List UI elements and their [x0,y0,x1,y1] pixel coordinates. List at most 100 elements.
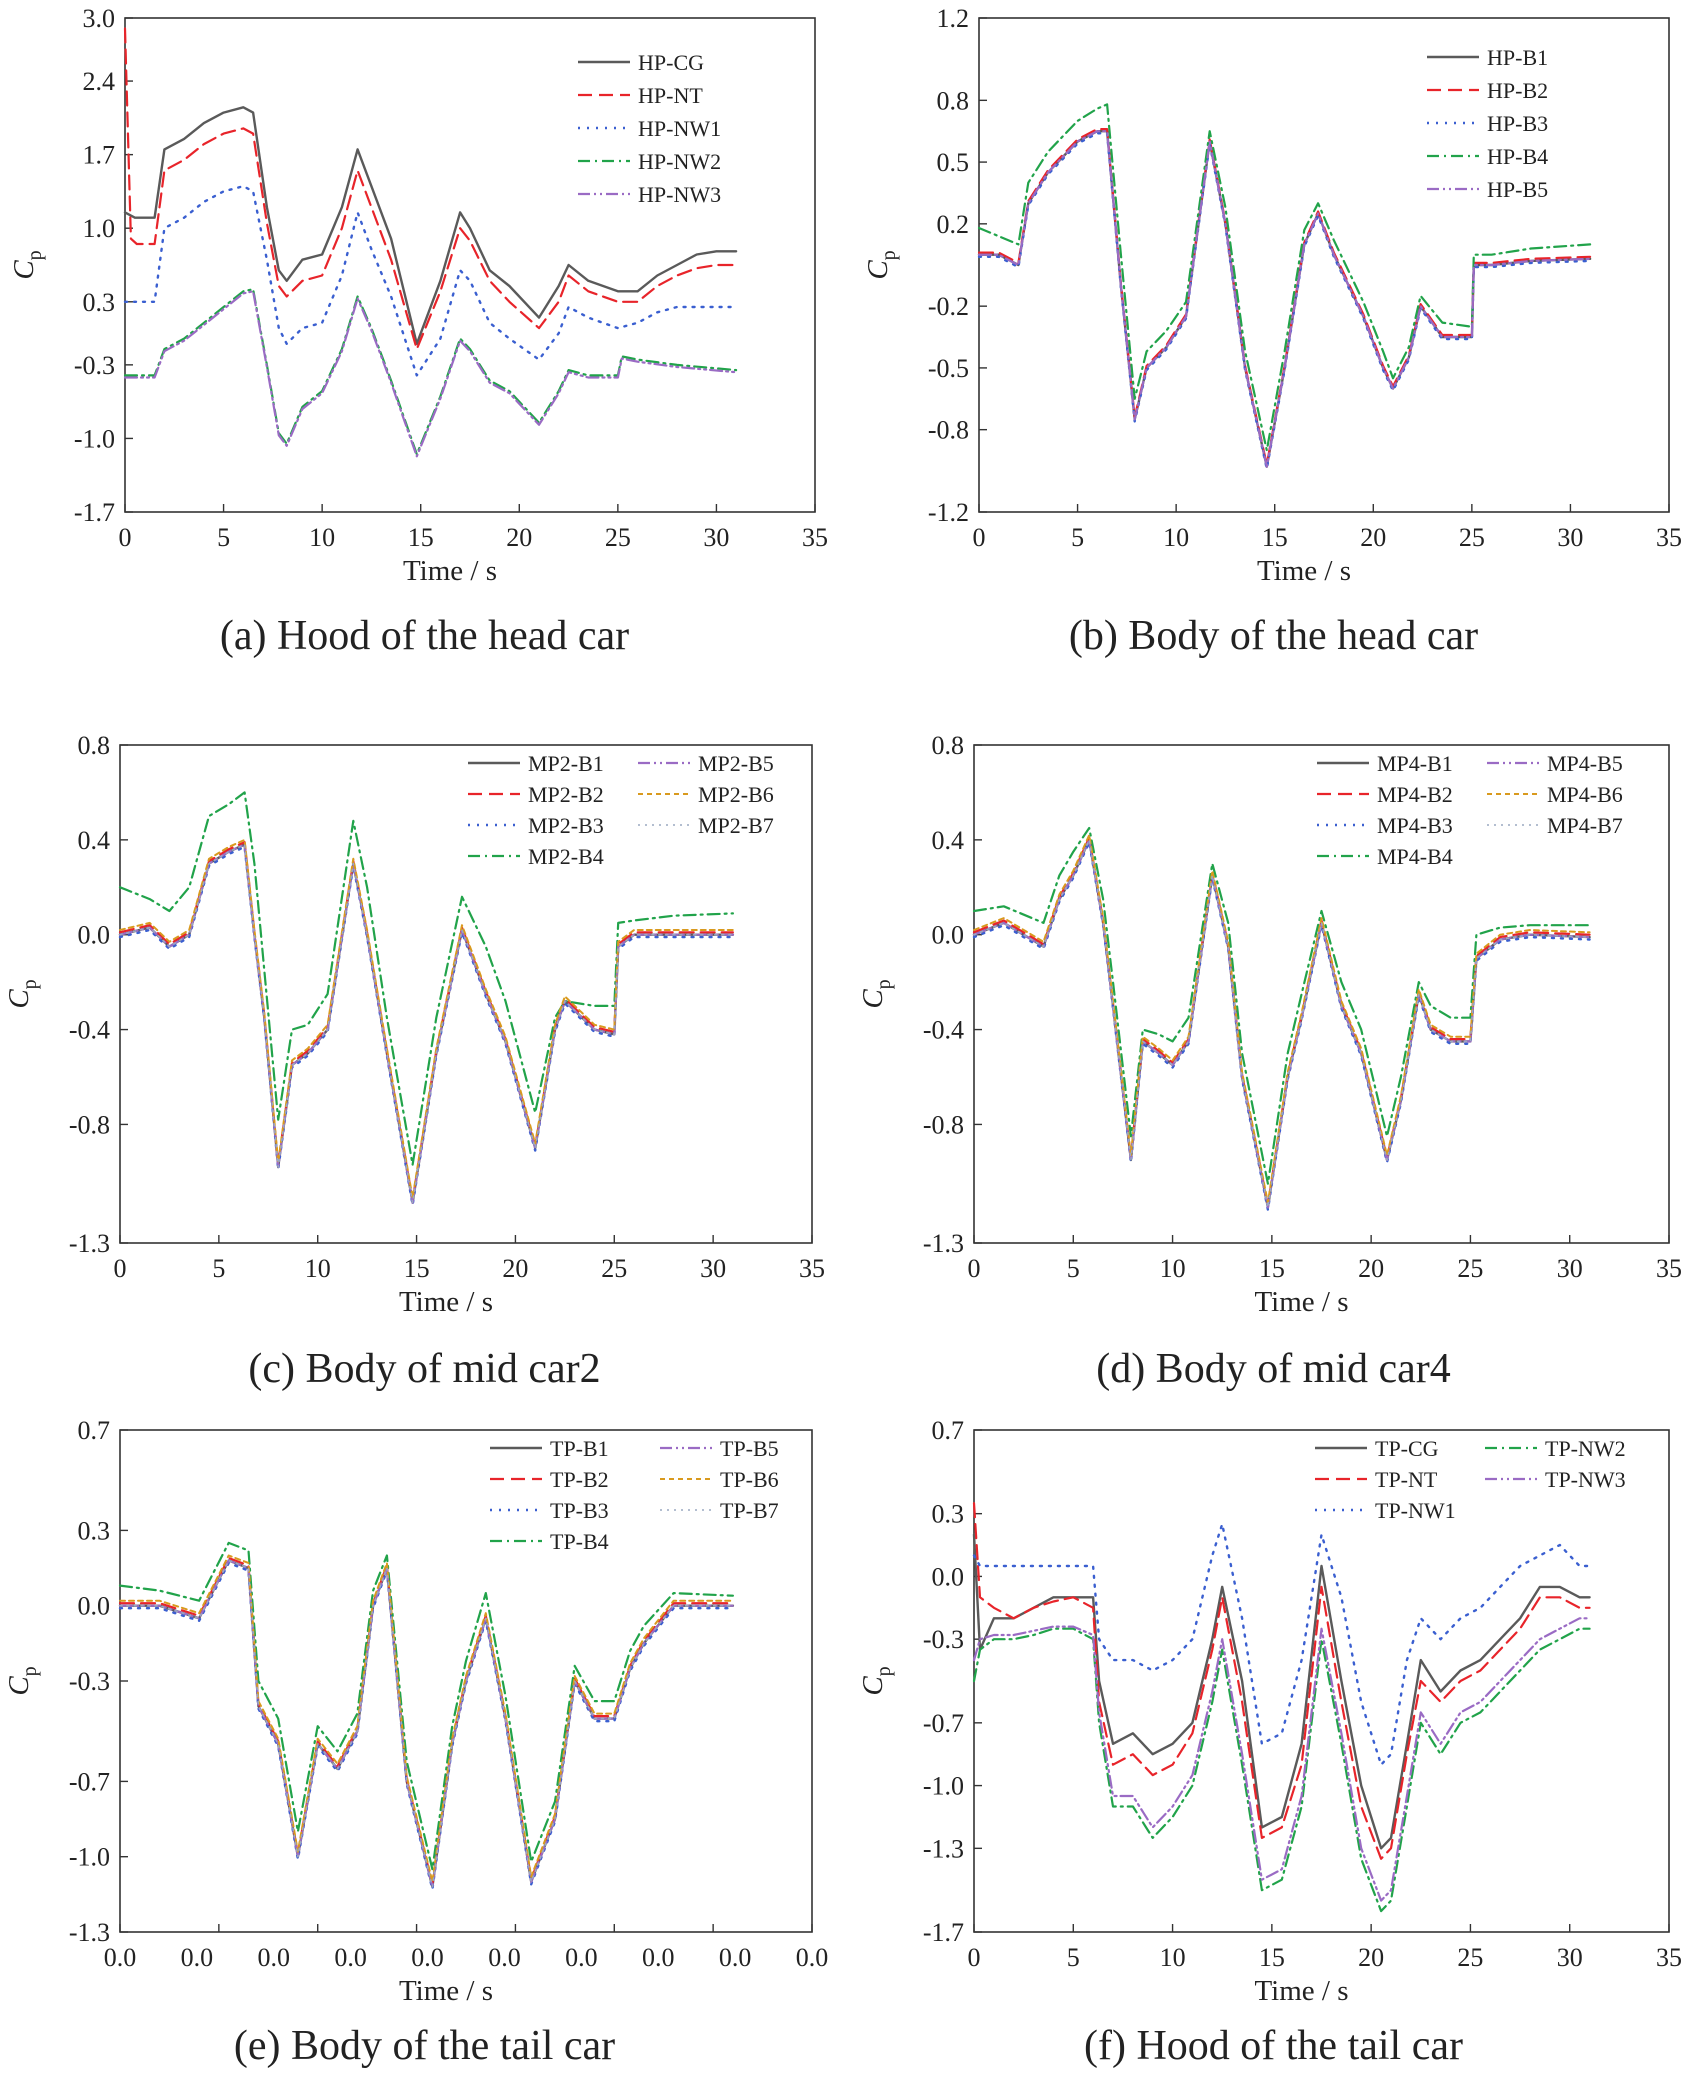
x-axis-title: Time / s [1254,1286,1348,1318]
x-tick-label: 0.0 [411,1943,444,1972]
series-line-hp-b5 [977,130,1592,468]
y-tick-label: 0.3 [78,1516,111,1545]
x-tick-label: 30 [1557,523,1583,552]
panel-body-head-car: 0 5 10 15 20 25 30 35 -1.2 -0.8 -0.5 -0.2 0.2 0.5 0.8 1… [849,0,1698,680]
y-axis-title: Cp [3,979,41,1008]
legend-label: HP-NW3 [638,182,721,207]
y-tick-label: -1.3 [923,1229,964,1258]
legend-label: MP4-B6 [1547,782,1623,807]
y-axis-subscript: p [878,250,900,260]
y-tick-label: 1.7 [83,141,116,170]
x-axis-title: Time / s [1257,555,1351,587]
series-line-mp2-b5 [118,843,735,1204]
y-axis-title: Cp [8,250,46,279]
legend-label: TP-CG [1375,1436,1439,1461]
x-tick-label: 5 [212,1254,225,1283]
panel-body-mid-car2: 0 5 10 15 20 25 30 35 -1.3 -0.8 -0.4 0.0 0.4 0.8 Time … [0,725,849,1405]
y-tick-label: -0.4 [923,1016,964,1045]
legend-label: TP-NW2 [1545,1436,1626,1461]
series-line-mp2-b3 [118,845,735,1207]
legend-label: HP-NT [638,83,703,108]
series-line-tp-cg [972,1533,1591,1850]
x-tick-label: 10 [1163,523,1189,552]
y-axis-subscript: p [873,979,895,989]
y-tick-label: -1.3 [69,1229,110,1258]
y-tick-label: 0.3 [932,1500,965,1529]
y-axis-subscript: p [24,250,46,260]
y-tick-label: 1.0 [83,214,116,243]
x-axis-title: Time / s [403,555,497,587]
legend-label: MP2-B5 [698,751,774,776]
series-line-hp-nw1 [123,184,738,377]
series-line-tp-nw2 [972,1627,1591,1913]
legend-label: TP-B3 [550,1498,609,1523]
y-axis-title: Cp [3,1666,41,1695]
series-line-mp2-b7 [119,843,734,1204]
legend-label: MP4-B3 [1377,813,1453,838]
x-tick-label: 5 [1067,1943,1080,1972]
y-tick-label: -0.3 [69,1667,110,1696]
legend-label: HP-NW2 [638,149,721,174]
x-tick-label: 15 [1262,523,1288,552]
x-axis-title: Time / s [1254,1975,1348,2007]
y-tick-label: -0.7 [923,1709,964,1738]
legend-label: TP-B4 [550,1529,609,1554]
x-tick-label: 0.0 [796,1943,829,1972]
legend-label: TP-B1 [550,1436,609,1461]
y-tick-label: -0.8 [928,416,969,445]
y-axis-subscript: p [873,1666,895,1676]
y-tick-label: 0.0 [932,1562,965,1591]
series-line-tp-nw1 [972,1522,1591,1766]
legend-label: TP-B2 [550,1467,609,1492]
x-tick-label: 20 [506,523,532,552]
chart-body-mid-car2: 0 5 10 15 20 25 30 35 -1.3 -0.8 -0.4 0.0 0.4 0.8 Time … [3,731,825,1318]
series-line-mp2-b6 [119,838,734,1199]
x-tick-label: 35 [802,523,828,552]
legend-label: MP2-B7 [698,813,774,838]
x-tick-label: 10 [1160,1254,1186,1283]
x-tick-label: 30 [1557,1254,1583,1283]
x-tick-label: 20 [1358,1254,1384,1283]
y-tick-label: -0.4 [69,1016,110,1045]
y-tick-label: 0.7 [932,1416,965,1445]
x-tick-label: 25 [1457,1943,1483,1972]
y-tick-label: 0.8 [78,731,111,760]
panel-body-tail-car: 0.0 0.0 0.0 0.0 0.0 0.0 0.0 0.0 0.0 0.0 -1.3 -1.0 -0… [0,1410,849,2089]
legend-label: MP2-B6 [698,782,774,807]
series-line-tp-b6 [119,1554,734,1883]
series-line-mp2-b2 [118,841,735,1202]
y-tick-label: -1.0 [74,424,115,453]
y-tick-label: -0.3 [923,1625,964,1654]
series-line-mp4-b6 [973,834,1591,1204]
y-tick-label: 0.8 [932,731,965,760]
plot-frame [973,744,1670,1244]
legend-label: MP4-B5 [1547,751,1623,776]
y-tick-label: -1.7 [74,498,115,527]
x-tick-label: 0.0 [719,1943,752,1972]
chart-hood-head-car: 0 5 10 15 20 25 30 35 -1.7 -1.0 -0.3 0.3 1.0 1.7 2.4 3.… [8,4,828,587]
x-tick-label: 0.0 [488,1943,521,1972]
legend-label: MP2-B2 [528,782,604,807]
legend-label: HP-B2 [1487,78,1548,103]
x-tick-label: 0.0 [334,1943,367,1972]
y-tick-label: -1.7 [923,1918,964,1947]
series-line-hp-b2 [977,128,1592,466]
x-tick-label: 15 [1259,1254,1285,1283]
legend-label: TP-B7 [720,1498,779,1523]
y-tick-label: -1.3 [69,1918,110,1947]
y-tick-label: 0.7 [78,1416,111,1445]
legend-label: HP-CG [638,50,704,75]
x-tick-label: 25 [601,1254,627,1283]
x-tick-label: 25 [1459,523,1485,552]
legend-label: HP-B1 [1487,45,1548,70]
legend-label: TP-B5 [720,1436,779,1461]
y-tick-label: 0.0 [78,1592,111,1621]
y-tick-label: 0.0 [78,921,111,950]
legend-label: HP-B4 [1487,144,1548,169]
series-line-tp-b7 [119,1559,734,1888]
x-axis-title: Time / s [399,1286,493,1318]
x-tick-label: 10 [1160,1943,1186,1972]
y-tick-label: 3.0 [83,4,116,33]
chart-body-tail-car: 0.0 0.0 0.0 0.0 0.0 0.0 0.0 0.0 0.0 0.0-1.3-1.0-0… [3,1416,829,2007]
